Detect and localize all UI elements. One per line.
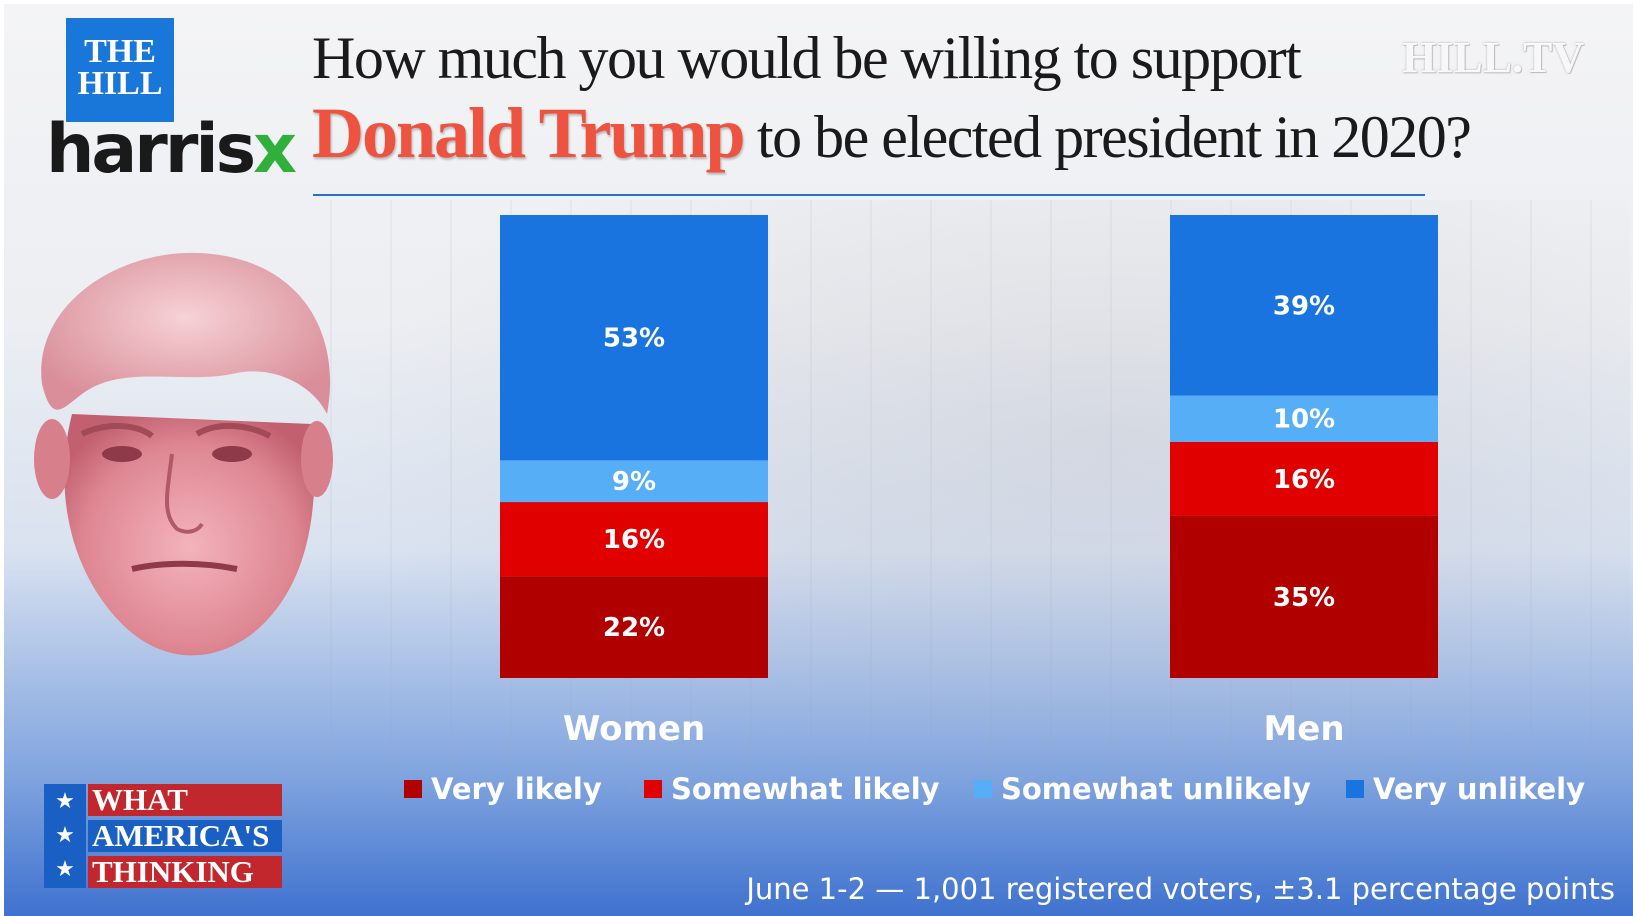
data-label: 39% bbox=[1273, 291, 1335, 321]
category-label: Men bbox=[1263, 709, 1344, 749]
harrisx-logo-text: harris bbox=[46, 110, 256, 189]
chart-title-line1: How much you would be willing to support bbox=[312, 25, 1302, 91]
legend-label: Somewhat likely bbox=[671, 772, 940, 806]
legend-swatch bbox=[1346, 780, 1364, 798]
bar-segment-women-somewhat-unlikely bbox=[500, 460, 768, 503]
bar-segment-men-somewhat-likely bbox=[1170, 441, 1438, 516]
bar-segment-women-very-unlikely bbox=[500, 215, 768, 461]
legend-label: Somewhat unlikely bbox=[1001, 772, 1311, 806]
data-label: 16% bbox=[1273, 465, 1335, 495]
what-logo-line3: THINKING bbox=[88, 856, 282, 888]
category-label: Women bbox=[563, 709, 705, 749]
bar-segment-men-very-unlikely bbox=[1170, 215, 1438, 396]
legend-swatch bbox=[404, 780, 422, 798]
data-label: 35% bbox=[1273, 583, 1335, 613]
hill-logo-line2: HILL bbox=[77, 65, 163, 102]
chart-title-line2: Donald Trump to be elected president in … bbox=[312, 92, 1472, 175]
survey-footnote: June 1-2 — 1,001 registered voters, ±3.1… bbox=[746, 872, 1615, 906]
bar-segment-men-very-likely bbox=[1170, 515, 1438, 678]
harrisx-logo-accent: x bbox=[253, 110, 297, 189]
legend-item-somewhat-likely: Somewhat likely bbox=[644, 772, 940, 806]
legend-item-very-likely: Very likely bbox=[404, 772, 602, 806]
legend-swatch bbox=[644, 780, 662, 798]
data-label: 9% bbox=[612, 467, 656, 497]
stars-icon: ★ ★ ★ bbox=[44, 784, 86, 888]
what-logo-line1: WHAT bbox=[88, 784, 282, 816]
bars-layer bbox=[500, 215, 1438, 678]
legend-item-somewhat-unlikely: Somewhat unlikely bbox=[974, 772, 1311, 806]
legend-label: Very likely bbox=[431, 772, 602, 806]
bar-segment-women-very-likely bbox=[500, 576, 768, 678]
data-label: 53% bbox=[603, 324, 665, 354]
data-label: 22% bbox=[603, 613, 665, 643]
hill-logo-line1: THE bbox=[84, 33, 156, 70]
legend-item-very-unlikely: Very unlikely bbox=[1346, 772, 1585, 806]
hilltv-watermark: HILL.TV bbox=[1402, 33, 1585, 82]
harrisx-logo: harrisx bbox=[46, 110, 297, 189]
data-label: 16% bbox=[603, 525, 665, 555]
chart-legend: Very likely Somewhat likely Somewhat unl… bbox=[404, 772, 1624, 818]
the-hill-logo: THE HILL bbox=[66, 18, 174, 122]
labels-layer: 22% 16% 9% 53% Women 35% 16% 10% 39% Men bbox=[563, 291, 1345, 749]
title-divider bbox=[313, 194, 1425, 196]
legend-swatch bbox=[974, 780, 992, 798]
data-label: 10% bbox=[1273, 405, 1335, 435]
bar-segment-women-somewhat-likely bbox=[500, 502, 768, 577]
candidate-name: Donald Trump bbox=[312, 93, 745, 173]
candidate-portrait bbox=[34, 252, 333, 656]
what-logo-line2: AMERICA'S bbox=[88, 820, 282, 852]
bar-segment-men-somewhat-unlikely bbox=[1170, 395, 1438, 442]
legend-label: Very unlikely bbox=[1373, 772, 1586, 806]
what-americas-thinking-logo: ★ ★ ★ WHAT AMERICA'S THINKING bbox=[44, 784, 282, 888]
chart-title-line2-rest: to be elected president in 2020? bbox=[743, 104, 1472, 170]
